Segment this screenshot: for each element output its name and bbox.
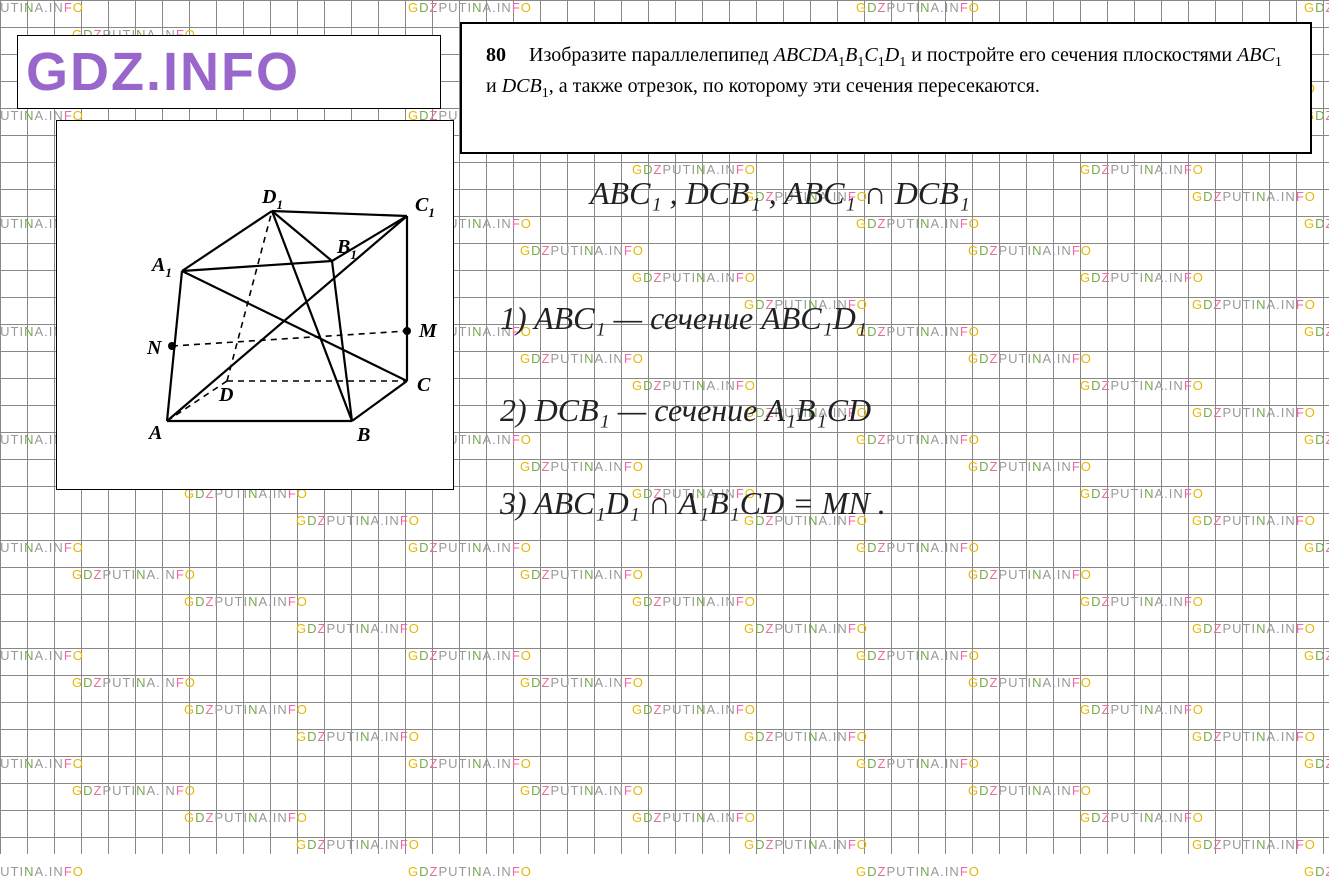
svg-text:M: M [418,320,438,342]
problem-statement-box: 80 Изобразите параллелепипед ABCDA1B1C1D… [460,22,1312,154]
problem-text: Изобразите параллелепипед ABCDA1B1C1D1 и… [486,44,1282,97]
svg-text:C1: C1 [415,194,435,220]
site-logo-box: GDZ.INFO [17,35,441,109]
handwritten-line: ABC₁ , DCB₁ , ABC₁ ∩ DCB₁ [590,175,970,212]
svg-text:C: C [417,374,431,396]
svg-text:A1: A1 [150,254,172,280]
problem-number: 80 [486,44,506,66]
handwritten-line: 3) ABC₁D₁ ∩ A₁B₁CD = MN . [500,485,886,522]
parallelepiped-svg: A B C D A1 B1 C1 D1 M N [107,151,447,471]
svg-text:B: B [356,424,370,446]
svg-text:D1: D1 [261,186,283,212]
handwritten-line: 2) DCB₁ — сечение A₁B₁CD [500,392,871,429]
handwritten-line: 1) ABC₁ — сечение ABC₁D₁ [500,300,867,337]
geometry-figure-box: A B C D A1 B1 C1 D1 M N [56,120,454,490]
svg-text:A: A [147,422,162,444]
svg-text:N: N [146,337,163,359]
svg-text:D: D [218,384,233,406]
site-logo-text: GDZ.INFO [26,41,300,103]
svg-text:B1: B1 [336,236,357,262]
